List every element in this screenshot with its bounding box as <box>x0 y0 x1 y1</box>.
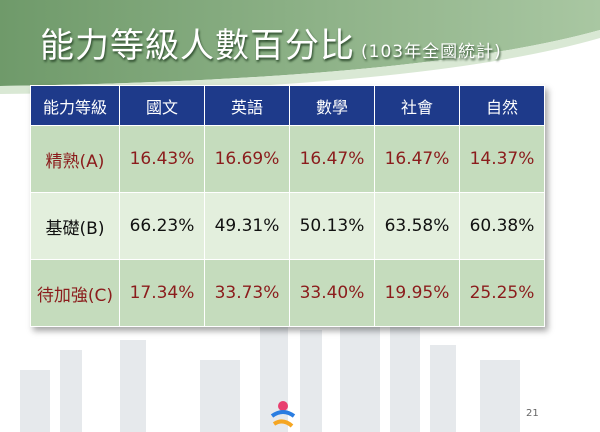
cell-value: 50.13% <box>289 192 375 260</box>
table-row: 待加強(C) 17.34% 33.73% 33.40% 19.95% 25.25% <box>30 259 545 327</box>
table-row: 精熟(A) 16.43% 16.69% 16.47% 16.47% 14.37% <box>30 125 545 193</box>
row-label: 精熟(A) <box>30 125 120 193</box>
cell-value: 16.47% <box>374 125 460 193</box>
skyline <box>20 310 520 432</box>
cell-value: 25.25% <box>459 259 545 327</box>
row-label: 基礎(B) <box>30 192 120 260</box>
column-header: 社會 <box>374 85 460 126</box>
column-header: 英語 <box>204 85 290 126</box>
title: 能力等級人數百分比 <box>40 26 355 66</box>
page-number: 21 <box>526 408 539 419</box>
table-row: 基礎(B) 66.23% 49.31% 50.13% 63.58% 60.38% <box>30 192 545 260</box>
column-header: 數學 <box>289 85 375 126</box>
cell-value: 16.47% <box>289 125 375 193</box>
cell-value: 17.34% <box>119 259 205 327</box>
cell-value: 14.37% <box>459 125 545 193</box>
cell-value: 66.23% <box>119 192 205 260</box>
cell-value: 19.95% <box>374 259 460 327</box>
cell-value: 16.69% <box>204 125 290 193</box>
cell-value: 16.43% <box>119 125 205 193</box>
data-table: 能力等級 國文 英語 數學 社會 自然 精熟(A) 16.43% 16.69% 16.47% 16.… <box>30 85 545 327</box>
column-header: 自然 <box>459 85 545 126</box>
cell-value: 49.31% <box>204 192 290 260</box>
column-header: 國文 <box>119 85 205 126</box>
row-label: 待加強(C) <box>30 259 120 327</box>
subtitle: (103年全國統計) <box>361 42 502 62</box>
slide-title: 能力等級人數百分比 (103年全國統計) <box>40 18 502 67</box>
cell-value: 60.38% <box>459 192 545 260</box>
cell-value: 63.58% <box>374 192 460 260</box>
cell-value: 33.73% <box>204 259 290 327</box>
header-row: 能力等級 國文 英語 數學 社會 自然 <box>30 85 545 126</box>
cell-value: 33.40% <box>289 259 375 327</box>
column-header: 能力等級 <box>30 85 120 126</box>
logo <box>270 401 296 428</box>
